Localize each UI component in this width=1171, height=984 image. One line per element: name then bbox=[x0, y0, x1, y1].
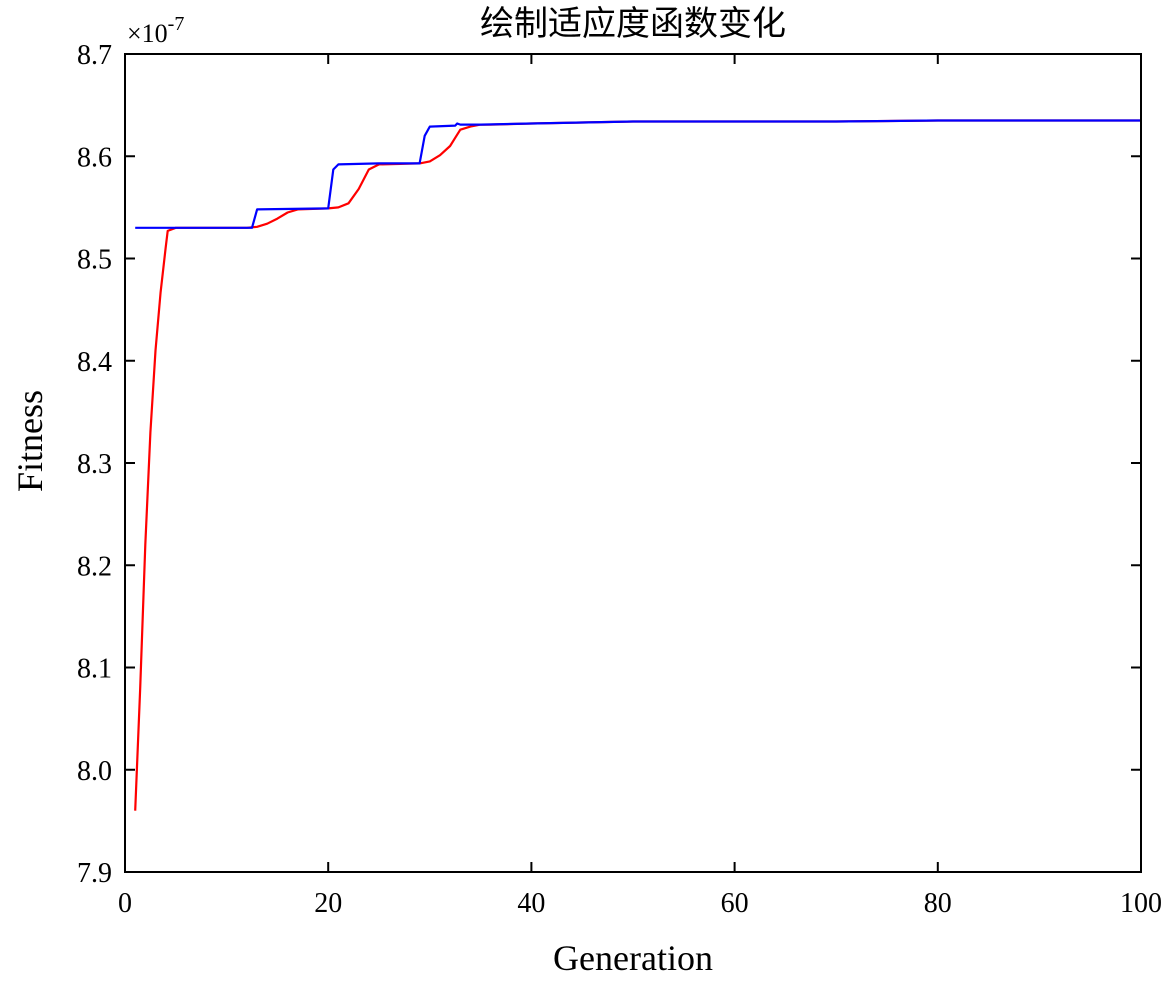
y-tick-label-8.0: 8.0 bbox=[77, 756, 112, 787]
y-tick-label-8.1: 8.1 bbox=[77, 654, 112, 685]
x-tick-label-0: 0 bbox=[118, 888, 132, 919]
x-tick-label-20: 20 bbox=[314, 888, 342, 919]
y-axis-ticks: 7.9 8.0 8.1 8.2 8.3 8.4 8.5 8.6 8.7 bbox=[77, 40, 1141, 889]
chart-title: 绘制适应度函数变化 bbox=[480, 4, 786, 44]
x-axis-ticks: 0 20 40 60 80 100 bbox=[118, 54, 1162, 919]
x-tick-label-40: 40 bbox=[517, 888, 545, 919]
x-tick-label-100: 100 bbox=[1120, 888, 1162, 919]
series-line-2 bbox=[135, 119, 1141, 229]
x-tick-label-80: 80 bbox=[924, 888, 952, 919]
y-tick-label-8.5: 8.5 bbox=[77, 245, 112, 276]
y-tick-label-8.6: 8.6 bbox=[77, 142, 112, 173]
x-tick-label-60: 60 bbox=[721, 888, 749, 919]
y-axis-title: Fitness bbox=[10, 390, 50, 492]
y-exponent-base: ×10 bbox=[127, 19, 168, 48]
series-layer bbox=[134, 119, 1141, 811]
y-tick-label-7.9: 7.9 bbox=[77, 858, 112, 889]
y-tick-label-8.7: 8.7 bbox=[77, 40, 112, 71]
y-exponent-label: ×10-7 bbox=[127, 13, 184, 48]
y-exponent-power: -7 bbox=[168, 13, 185, 35]
plot-frame bbox=[124, 53, 1142, 873]
y-tick-label-8.4: 8.4 bbox=[77, 347, 112, 378]
y-tick-label-8.3: 8.3 bbox=[77, 449, 112, 480]
series-line-1 bbox=[134, 119, 1141, 811]
y-tick-label-8.2: 8.2 bbox=[77, 551, 112, 582]
x-axis-title: Generation bbox=[553, 938, 713, 978]
